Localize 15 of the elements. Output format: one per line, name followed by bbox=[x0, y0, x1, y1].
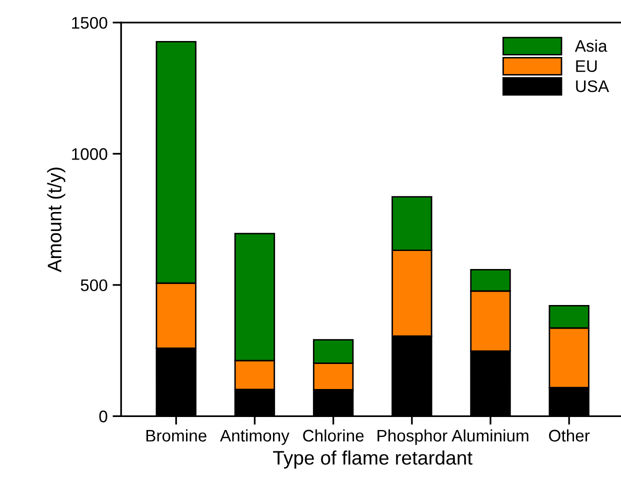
x-tick-label: Other bbox=[549, 429, 590, 442]
y-tick-label: 0 bbox=[99, 410, 108, 422]
legend-label: Asia bbox=[574, 40, 608, 52]
legend-label: USA bbox=[576, 80, 610, 92]
y-axis-title: Amount (t/y) bbox=[47, 168, 66, 272]
x-tick-label: Aluminium bbox=[452, 429, 528, 442]
x-axis-title: Type of flame retardant bbox=[273, 450, 472, 469]
legend-label: EU bbox=[576, 60, 597, 72]
x-tick-label: Antimony bbox=[220, 429, 290, 445]
x-tick-label: Phosphor bbox=[378, 429, 448, 445]
x-tick-label: Chlorine bbox=[303, 429, 364, 442]
y-tick-label: 500 bbox=[80, 279, 108, 292]
y-tick-label: 1000 bbox=[72, 148, 108, 160]
x-tick-label: Bromine bbox=[146, 429, 206, 442]
y-tick-label: 1500 bbox=[72, 16, 108, 29]
